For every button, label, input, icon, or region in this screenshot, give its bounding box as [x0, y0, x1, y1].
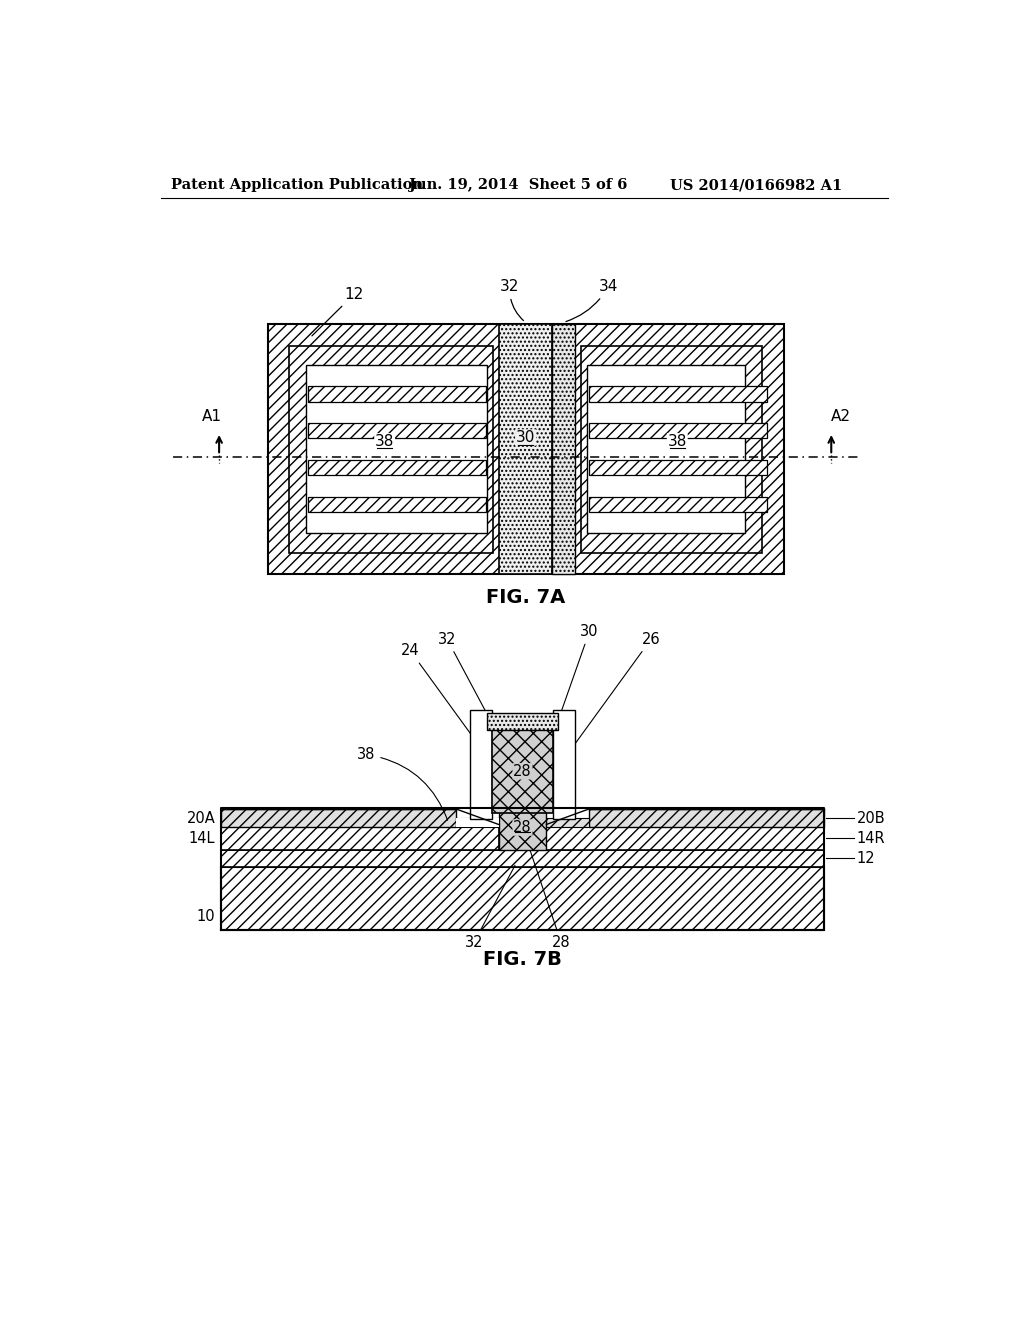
Bar [221, 809, 457, 826]
Text: 28: 28 [513, 820, 531, 836]
Text: 20B: 20B [857, 810, 886, 826]
Bar [589, 496, 767, 512]
Bar [221, 826, 499, 850]
Text: 32: 32 [438, 631, 489, 719]
Bar [581, 346, 762, 553]
Bar [500, 323, 552, 574]
Text: 28: 28 [529, 849, 570, 950]
Bar [547, 818, 589, 826]
Text: 30: 30 [550, 624, 599, 743]
Text: A1: A1 [202, 409, 221, 425]
Bar [487, 713, 558, 730]
Bar [553, 710, 574, 818]
Text: 38: 38 [375, 434, 394, 449]
Bar [470, 710, 492, 818]
Text: 24: 24 [400, 643, 479, 746]
Bar [589, 387, 767, 401]
Bar [552, 323, 574, 574]
Bar [267, 323, 783, 574]
Bar [499, 805, 547, 850]
Bar [589, 459, 767, 475]
Text: 10: 10 [197, 908, 215, 924]
Text: 12: 12 [312, 286, 364, 335]
Bar [587, 364, 745, 533]
Bar [589, 809, 823, 826]
Text: 26: 26 [565, 631, 660, 756]
Text: 14R: 14R [857, 830, 886, 846]
Bar [492, 730, 553, 813]
Bar [306, 364, 487, 533]
Text: 38: 38 [668, 434, 687, 449]
Bar [221, 867, 823, 929]
Text: 14L: 14L [188, 830, 215, 846]
Bar [307, 496, 485, 512]
Text: 12: 12 [857, 851, 876, 866]
Text: Jun. 19, 2014  Sheet 5 of 6: Jun. 19, 2014 Sheet 5 of 6 [410, 178, 628, 193]
Text: Patent Application Publication: Patent Application Publication [171, 178, 423, 193]
Text: US 2014/0166982 A1: US 2014/0166982 A1 [670, 178, 842, 193]
Bar [547, 826, 823, 850]
Text: 38: 38 [357, 747, 447, 820]
Bar [457, 818, 499, 826]
Text: 30: 30 [516, 430, 536, 445]
Text: FIG. 7B: FIG. 7B [483, 949, 562, 969]
Bar [289, 346, 494, 553]
Text: 34: 34 [566, 279, 618, 322]
Text: 20A: 20A [186, 810, 215, 826]
Text: 28: 28 [513, 764, 531, 779]
Text: 32: 32 [500, 279, 523, 321]
Text: A2: A2 [830, 409, 851, 425]
Bar [307, 459, 485, 475]
Bar [307, 387, 485, 401]
Bar [457, 818, 499, 826]
Bar [589, 422, 767, 438]
Bar [221, 850, 823, 867]
Text: 32: 32 [465, 866, 515, 950]
Text: FIG. 7A: FIG. 7A [486, 587, 565, 607]
Bar [307, 422, 485, 438]
